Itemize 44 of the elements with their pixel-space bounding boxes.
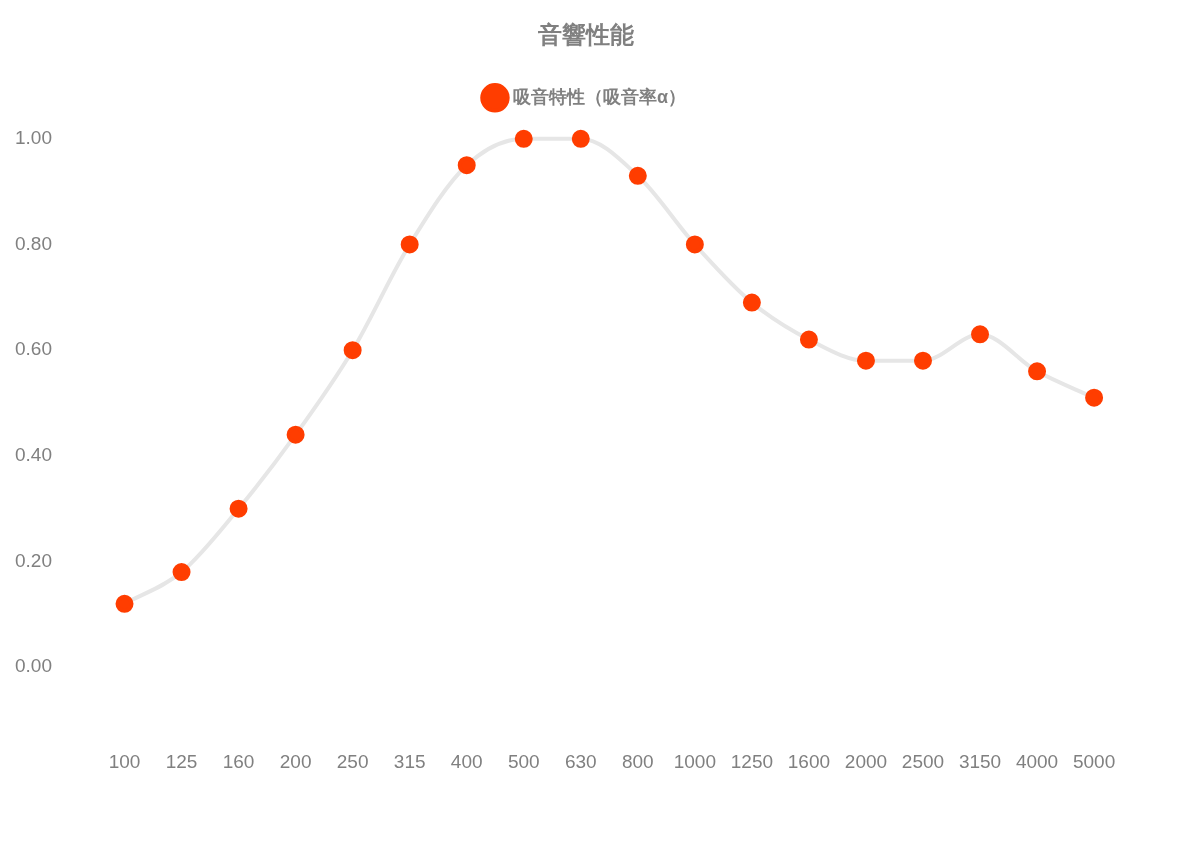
point bbox=[856, 351, 875, 370]
point bbox=[628, 166, 647, 185]
y-tick-label: 0.00 bbox=[15, 655, 52, 677]
y-tick-label: 0.20 bbox=[15, 549, 52, 571]
point bbox=[286, 425, 305, 444]
point bbox=[1028, 362, 1047, 381]
legend-label: 吸音特性（吸音率α） bbox=[512, 86, 687, 107]
point bbox=[913, 351, 932, 370]
chart-title: 音響性能 bbox=[537, 21, 634, 49]
x-tick-label: 100 bbox=[108, 750, 141, 772]
x-tick-label: 400 bbox=[450, 750, 483, 772]
x-tick-label: 160 bbox=[222, 750, 255, 772]
x-tick-label: 125 bbox=[165, 750, 198, 772]
point bbox=[799, 330, 818, 349]
point bbox=[115, 594, 134, 613]
point bbox=[1085, 388, 1104, 407]
x-tick-label: 5000 bbox=[1072, 750, 1116, 772]
point bbox=[742, 293, 761, 312]
point bbox=[514, 129, 533, 148]
x-tick-label: 1250 bbox=[730, 750, 774, 772]
point bbox=[971, 325, 990, 344]
point bbox=[172, 563, 191, 582]
x-tick-label: 630 bbox=[564, 750, 597, 772]
y-tick-label: 0.40 bbox=[15, 444, 52, 466]
x-tick-label: 800 bbox=[621, 750, 654, 772]
x-tick-label: 200 bbox=[279, 750, 312, 772]
point bbox=[343, 341, 362, 360]
point bbox=[457, 156, 476, 175]
y-tick-label: 0.60 bbox=[15, 338, 52, 360]
x-tick-label: 2500 bbox=[901, 750, 945, 772]
y-tick-label: 0.80 bbox=[15, 232, 52, 254]
x-tick-label: 315 bbox=[393, 750, 426, 772]
y-tick-label: 1.00 bbox=[15, 127, 52, 149]
point bbox=[400, 235, 419, 254]
x-tick-label: 4000 bbox=[1015, 750, 1059, 772]
x-tick-label: 3150 bbox=[958, 750, 1002, 772]
x-tick-label: 250 bbox=[336, 750, 369, 772]
point bbox=[571, 129, 590, 148]
point bbox=[685, 235, 704, 254]
point bbox=[229, 499, 248, 518]
x-tick-label: 500 bbox=[507, 750, 540, 772]
x-tick-label: 2000 bbox=[844, 750, 888, 772]
x-tick-label: 1000 bbox=[673, 750, 716, 772]
x-tick-label: 1600 bbox=[787, 750, 831, 772]
